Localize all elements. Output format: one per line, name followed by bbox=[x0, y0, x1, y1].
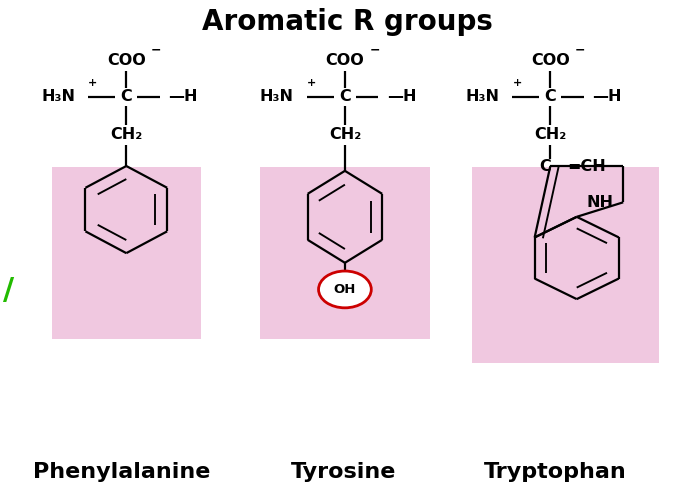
Text: −: − bbox=[575, 44, 586, 56]
Text: Tyrosine: Tyrosine bbox=[291, 462, 396, 482]
Text: CH₂: CH₂ bbox=[110, 127, 142, 142]
Text: NH: NH bbox=[587, 195, 613, 210]
Text: H₃N: H₃N bbox=[42, 90, 75, 104]
Text: CH₂: CH₂ bbox=[534, 127, 566, 142]
Text: Phenylalanine: Phenylalanine bbox=[33, 462, 210, 482]
Text: C: C bbox=[545, 90, 556, 104]
Circle shape bbox=[319, 271, 371, 308]
Text: H₃N: H₃N bbox=[466, 90, 499, 104]
Bar bbox=[472, 167, 659, 363]
Text: −: − bbox=[151, 44, 162, 56]
Text: —H: —H bbox=[169, 90, 198, 104]
Text: +: + bbox=[307, 78, 316, 88]
Bar bbox=[260, 167, 430, 339]
Text: −: − bbox=[369, 44, 380, 56]
Text: =CH: =CH bbox=[567, 159, 606, 173]
Text: COO: COO bbox=[325, 53, 364, 68]
Text: —H: —H bbox=[593, 90, 622, 104]
Text: COO: COO bbox=[531, 53, 570, 68]
Text: +: + bbox=[88, 78, 98, 88]
Text: CH₂: CH₂ bbox=[329, 127, 361, 142]
Bar bbox=[52, 167, 201, 339]
Text: +: + bbox=[512, 78, 522, 88]
Text: Tryptophan: Tryptophan bbox=[484, 462, 627, 482]
Text: C: C bbox=[539, 159, 550, 173]
Text: Aromatic R groups: Aromatic R groups bbox=[201, 8, 493, 36]
Text: OH: OH bbox=[334, 283, 356, 296]
Text: COO: COO bbox=[107, 53, 146, 68]
Text: H₃N: H₃N bbox=[260, 90, 294, 104]
Text: C: C bbox=[121, 90, 132, 104]
Text: /: / bbox=[3, 276, 15, 305]
Text: —H: —H bbox=[387, 90, 416, 104]
Text: C: C bbox=[339, 90, 350, 104]
